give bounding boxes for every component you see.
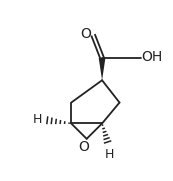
Polygon shape — [99, 58, 105, 80]
Text: OH: OH — [142, 50, 163, 64]
Text: H: H — [105, 148, 114, 161]
Text: H: H — [33, 113, 42, 126]
Text: O: O — [81, 27, 91, 41]
Text: O: O — [78, 140, 89, 154]
